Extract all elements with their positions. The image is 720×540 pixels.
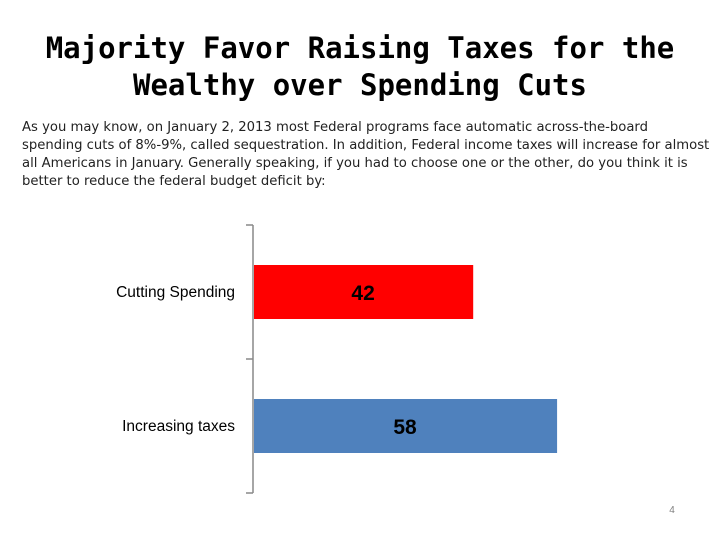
page-number: 4 (669, 505, 675, 516)
data-label: 58 (393, 416, 417, 439)
slide-title: Majority Favor Raising Taxes for the Wea… (0, 30, 720, 104)
category-label: Cutting Spending (116, 284, 235, 301)
category-label: Increasing taxes (122, 418, 235, 435)
data-label: 42 (351, 282, 374, 305)
question-text: As you may know, on January 2, 2013 most… (22, 120, 710, 189)
bar-cutting-spending (254, 265, 474, 319)
bar-increasing-taxes (254, 399, 558, 453)
title-line-1: Majority Favor Raising Taxes for the (45, 31, 675, 65)
title-line-2: Wealthy over Spending Cuts (133, 68, 587, 102)
